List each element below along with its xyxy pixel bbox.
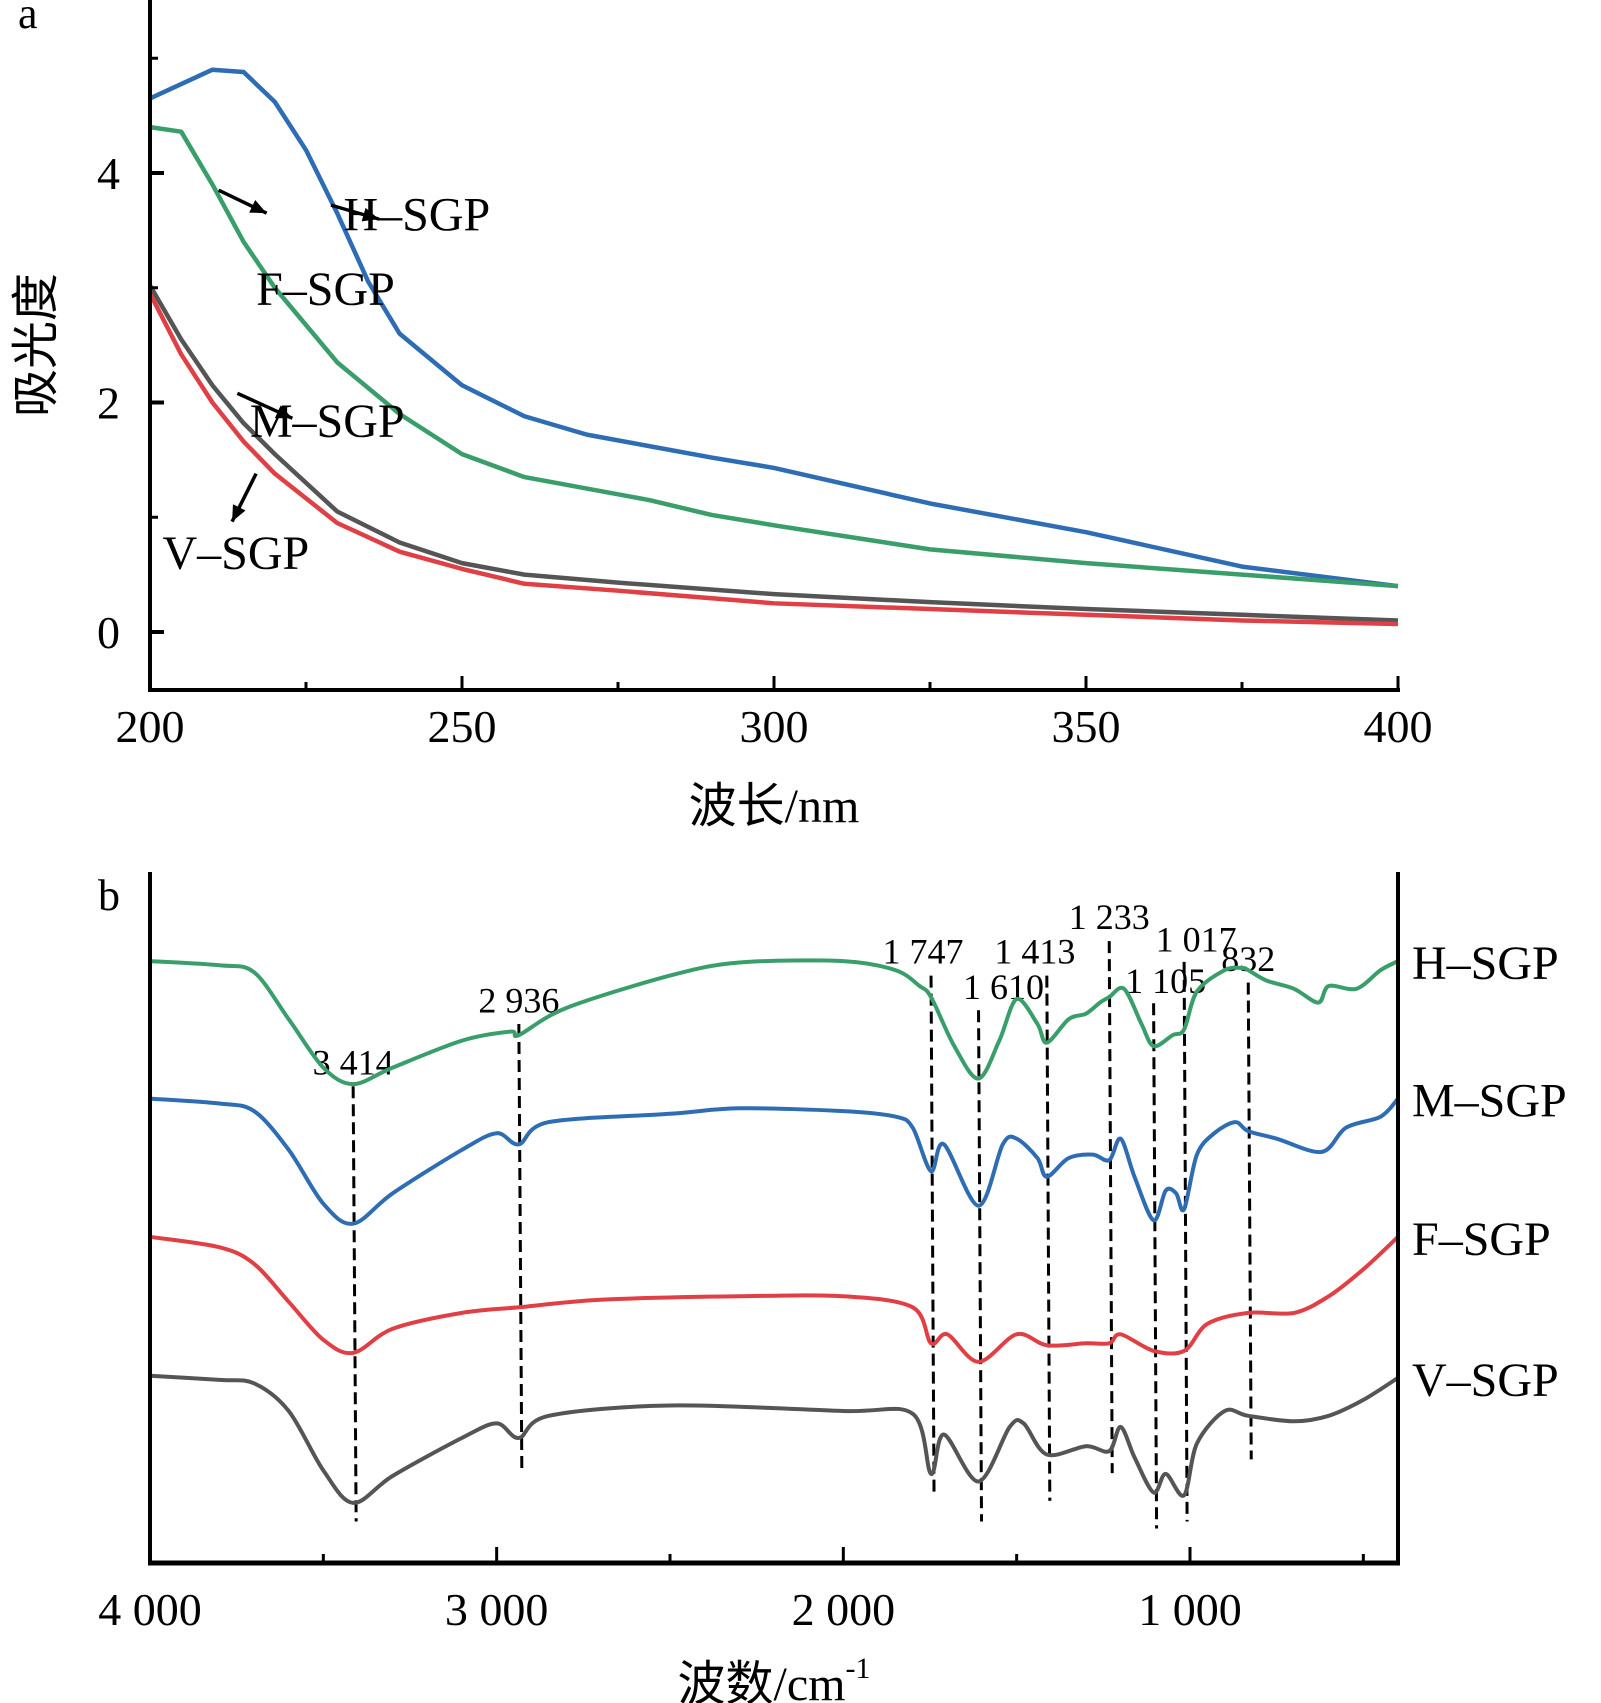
peak-label: 1 233 bbox=[1069, 897, 1150, 937]
x-tick-label: 250 bbox=[428, 701, 497, 752]
series-label-f-sgp: F–SGP bbox=[1412, 1213, 1551, 1266]
panel-a-series bbox=[147, 67, 1399, 627]
panel-a-letter: a bbox=[18, 0, 38, 38]
arrowhead-h-sgp bbox=[361, 207, 379, 222]
series-label-m-sgp: M–SGP bbox=[1412, 1075, 1567, 1128]
peak-label: 3 414 bbox=[313, 1043, 394, 1083]
panel-a-axes: 200 250 300 350 400 0 2 4 bbox=[97, 0, 1433, 752]
panel-b-axes: 4 000 3 000 2 000 1 000 bbox=[98, 872, 1400, 1635]
peak-label: 1 610 bbox=[963, 967, 1044, 1007]
arrowhead-v-sgp bbox=[232, 504, 246, 522]
x-tick-label: 3 000 bbox=[445, 1584, 549, 1635]
panel-b-x-axis-title-superscript: -1 bbox=[845, 1652, 870, 1685]
y-tick-label: 2 bbox=[97, 378, 120, 429]
panel-a-y-axis-title: 吸光度 bbox=[10, 273, 63, 417]
series-line-h-sgp bbox=[149, 958, 1399, 1087]
arrowhead-m-sgp bbox=[274, 405, 293, 419]
panel-b-x-axis-title-text: 波数/cm bbox=[678, 1658, 846, 1703]
panel-b-x-axis-title: 波数/cm-1 bbox=[678, 1652, 871, 1703]
panel-b-letter: b bbox=[98, 871, 120, 920]
peak-marker-line bbox=[929, 975, 936, 1494]
series-label-m-sgp: M–SGP bbox=[250, 395, 405, 448]
series-line-v-sgp bbox=[149, 1373, 1400, 1505]
series-line-m-sgp bbox=[149, 1096, 1400, 1226]
panel-a-annotations: H–SGP F–SGP M–SGP V–SGP bbox=[162, 188, 490, 580]
x-tick-label: 1 000 bbox=[1138, 1584, 1242, 1635]
peak-marker-line bbox=[1107, 941, 1114, 1474]
panel-b-series-labels: H–SGP M–SGP F–SGP V–SGP bbox=[1412, 937, 1567, 1407]
arrowhead-f-sgp bbox=[249, 199, 267, 214]
peak-label: 1 747 bbox=[883, 932, 964, 972]
peak-label: 1 017 bbox=[1156, 919, 1237, 959]
peak-marker-line bbox=[517, 1024, 524, 1474]
panel-b-series bbox=[149, 958, 1400, 1505]
x-tick-label: 300 bbox=[740, 701, 809, 752]
peak-label: 1 105 bbox=[1125, 961, 1206, 1001]
peak-marker-line bbox=[351, 1086, 358, 1522]
x-tick-label: 2 000 bbox=[792, 1584, 896, 1635]
series-line-f-sgp bbox=[149, 124, 1399, 589]
series-label-h-sgp: H–SGP bbox=[1412, 937, 1559, 990]
series-line-h-sgp bbox=[149, 67, 1399, 589]
series-line-f-sgp bbox=[149, 1234, 1400, 1364]
x-tick-label: 400 bbox=[1364, 701, 1433, 752]
peak-marker-line bbox=[1152, 1003, 1159, 1529]
series-line-m-sgp bbox=[148, 284, 1399, 623]
peak-marker-line bbox=[1045, 975, 1052, 1501]
series-line-v-sgp bbox=[147, 292, 1399, 627]
peak-marker-line bbox=[977, 1010, 984, 1522]
y-tick-label: 0 bbox=[97, 607, 120, 658]
x-tick-label: 350 bbox=[1052, 701, 1121, 752]
peak-label: 1 413 bbox=[994, 932, 1075, 972]
series-label-h-sgp: H–SGP bbox=[343, 188, 490, 241]
peak-label: 832 bbox=[1221, 939, 1275, 979]
y-tick-label: 4 bbox=[97, 148, 120, 199]
peak-label: 2 936 bbox=[478, 981, 559, 1021]
series-label-f-sgp: F–SGP bbox=[256, 263, 395, 316]
peak-marker-line bbox=[1246, 982, 1253, 1460]
panel-a-x-axis-title: 波长/nm bbox=[689, 780, 860, 833]
x-tick-label: 200 bbox=[116, 701, 185, 752]
series-label-v-sgp: V–SGP bbox=[162, 527, 309, 580]
x-tick-label: 4 000 bbox=[98, 1584, 202, 1635]
series-label-v-sgp: V–SGP bbox=[1412, 1354, 1559, 1407]
peak-marker-line bbox=[1182, 961, 1189, 1522]
